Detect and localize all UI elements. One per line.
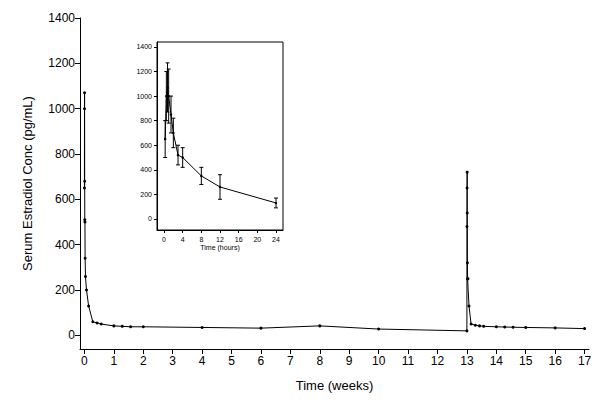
svg-text:600: 600 xyxy=(55,192,75,206)
svg-text:1400: 1400 xyxy=(48,11,75,25)
svg-text:16: 16 xyxy=(235,236,243,243)
svg-text:20: 20 xyxy=(253,236,261,243)
svg-text:4: 4 xyxy=(181,236,185,243)
svg-text:0: 0 xyxy=(148,215,152,222)
svg-text:13: 13 xyxy=(460,354,474,368)
svg-text:14: 14 xyxy=(490,354,504,368)
svg-text:200: 200 xyxy=(140,191,152,198)
svg-text:Time (weeks): Time (weeks) xyxy=(296,378,374,393)
svg-text:10: 10 xyxy=(372,354,386,368)
svg-text:9: 9 xyxy=(346,354,353,368)
svg-text:200: 200 xyxy=(55,283,75,297)
svg-text:0: 0 xyxy=(68,328,75,342)
svg-text:1200: 1200 xyxy=(48,56,75,70)
svg-text:3: 3 xyxy=(169,354,176,368)
svg-text:400: 400 xyxy=(140,166,152,173)
svg-text:4: 4 xyxy=(199,354,206,368)
svg-text:5: 5 xyxy=(228,354,235,368)
svg-text:0: 0 xyxy=(162,236,166,243)
svg-text:1000: 1000 xyxy=(48,102,75,116)
svg-text:6: 6 xyxy=(258,354,265,368)
svg-text:8: 8 xyxy=(316,354,323,368)
svg-text:1000: 1000 xyxy=(136,93,152,100)
svg-text:24: 24 xyxy=(272,236,280,243)
svg-text:12: 12 xyxy=(216,236,224,243)
svg-text:800: 800 xyxy=(55,147,75,161)
svg-text:1: 1 xyxy=(110,354,117,368)
svg-text:17: 17 xyxy=(578,354,592,368)
svg-text:400: 400 xyxy=(55,238,75,252)
svg-text:15: 15 xyxy=(519,354,533,368)
svg-text:1200: 1200 xyxy=(136,68,152,75)
svg-text:Serum Estradiol Conc (pg/mL): Serum Estradiol Conc (pg/mL) xyxy=(20,96,35,271)
svg-text:800: 800 xyxy=(140,117,152,124)
svg-text:Time (hours): Time (hours) xyxy=(200,244,239,252)
svg-text:16: 16 xyxy=(548,354,562,368)
svg-text:2: 2 xyxy=(140,354,147,368)
svg-text:1400: 1400 xyxy=(136,43,152,50)
svg-text:11: 11 xyxy=(402,354,415,368)
svg-text:600: 600 xyxy=(140,142,152,149)
svg-text:7: 7 xyxy=(287,354,294,368)
svg-text:12: 12 xyxy=(431,354,445,368)
svg-text:0: 0 xyxy=(81,354,88,368)
svg-text:8: 8 xyxy=(199,236,203,243)
